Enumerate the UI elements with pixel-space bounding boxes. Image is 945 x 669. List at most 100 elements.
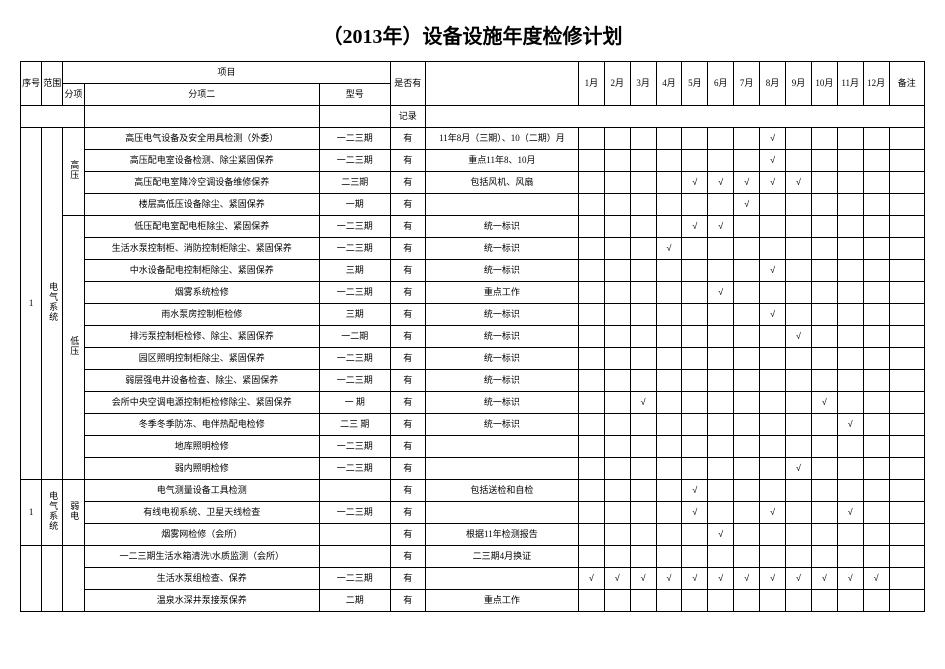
cell-month: [682, 546, 708, 568]
cell-month: [656, 216, 682, 238]
cell-remarks: 统一标识: [425, 326, 578, 348]
cell-month: [863, 326, 889, 348]
cell-month: [786, 414, 812, 436]
cell-month: [837, 150, 863, 172]
cell-sign: 有: [390, 568, 425, 590]
table-row: 排污泵控制柜检修、除尘、紧固保养一二期有统一标识√: [21, 326, 925, 348]
cell-month: [863, 172, 889, 194]
header-record: 记录: [390, 106, 425, 128]
cell-month: [656, 128, 682, 150]
cell-month: [863, 502, 889, 524]
cell-month: √: [578, 568, 604, 590]
cell-note: [889, 150, 924, 172]
cell-month: [656, 414, 682, 436]
table-row: 园区照明控制柜除尘、紧固保养一二三期有统一标识: [21, 348, 925, 370]
cell-month: [630, 480, 656, 502]
cell-month: [656, 282, 682, 304]
cell-item: 弱内照明检修: [84, 458, 319, 480]
cell-month: [734, 304, 760, 326]
cell-month: √: [682, 216, 708, 238]
cell-item: 高压电气设备及安全用具检测（外委）: [84, 128, 319, 150]
cell-item: 排污泵控制柜检修、除尘、紧固保养: [84, 326, 319, 348]
cell-month: [863, 216, 889, 238]
cell-month: [604, 282, 630, 304]
cell-month: [786, 282, 812, 304]
cell-model: 一二三期: [319, 150, 390, 172]
cell-month: [708, 546, 734, 568]
cell-remarks: 统一标识: [425, 260, 578, 282]
cell-month: √: [760, 260, 786, 282]
cell-month: [708, 590, 734, 612]
cell-note: [889, 172, 924, 194]
cell-month: [734, 392, 760, 414]
table-row: 有线电视系统、卫星天线检查一二三期有√√√: [21, 502, 925, 524]
header-m1: 1月: [578, 62, 604, 106]
cell-month: [682, 304, 708, 326]
cell-month: [630, 414, 656, 436]
cell-month: [786, 150, 812, 172]
cell-note: [889, 238, 924, 260]
cell-model: 二三 期: [319, 414, 390, 436]
cell-month: [863, 524, 889, 546]
cell-month: [863, 546, 889, 568]
cell-month: [578, 128, 604, 150]
cell-month: [837, 282, 863, 304]
cell-model: 一二三期: [319, 458, 390, 480]
cell-month: [604, 216, 630, 238]
cell-seq: [21, 546, 42, 612]
header-m9: 9月: [786, 62, 812, 106]
cell-model: 一二三期: [319, 348, 390, 370]
cell-month: [760, 194, 786, 216]
cell-sign: 有: [390, 392, 425, 414]
cell-month: [708, 436, 734, 458]
table-row: 1电气系统高压高压电气设备及安全用具检测（外委）一二三期有11年8月（三期）、1…: [21, 128, 925, 150]
cell-item: 楼层高低压设备除尘、紧固保养: [84, 194, 319, 216]
cell-sign: 有: [390, 128, 425, 150]
table-row: 生活水泵控制柜、消防控制柜除尘、紧固保养一二三期有统一标识√: [21, 238, 925, 260]
cell-month: [708, 326, 734, 348]
cell-sign: 有: [390, 216, 425, 238]
cell-model: 一二三期: [319, 216, 390, 238]
cell-note: [889, 194, 924, 216]
cell-sign: 有: [390, 458, 425, 480]
cell-month: √: [708, 216, 734, 238]
cell-month: [656, 172, 682, 194]
cell-month: [837, 128, 863, 150]
cell-seq: 1: [21, 128, 42, 480]
cell-month: [682, 524, 708, 546]
cell-item: 有线电视系统、卫星天线检查: [84, 502, 319, 524]
cell-month: [578, 414, 604, 436]
cell-month: [656, 458, 682, 480]
table-row: 弱层强电井设备检查、除尘、紧固保养一二三期有统一标识: [21, 370, 925, 392]
cell-month: [837, 348, 863, 370]
cell-note: [889, 568, 924, 590]
cell-month: [630, 458, 656, 480]
cell-month: [786, 370, 812, 392]
cell-month: [708, 348, 734, 370]
cell-note: [889, 392, 924, 414]
cell-month: √: [656, 568, 682, 590]
cell-month: [630, 172, 656, 194]
cell-month: [656, 370, 682, 392]
cell-month: √: [708, 524, 734, 546]
cell-month: √: [682, 172, 708, 194]
cell-note: [889, 326, 924, 348]
cell-item: 雨水泵房控制柜检修: [84, 304, 319, 326]
cell-month: [786, 524, 812, 546]
cell-month: √: [811, 392, 837, 414]
cell-remarks: 重点11年8、10月: [425, 150, 578, 172]
cell-month: [734, 370, 760, 392]
cell-sign: 有: [390, 172, 425, 194]
cell-item: 会所中央空调电源控制柜检修除尘、紧固保养: [84, 392, 319, 414]
cell-month: [734, 128, 760, 150]
header-m3: 3月: [630, 62, 656, 106]
cell-sign: 有: [390, 348, 425, 370]
cell-month: [630, 150, 656, 172]
header-m6: 6月: [708, 62, 734, 106]
cell-month: [656, 436, 682, 458]
cell-note: [889, 480, 924, 502]
cell-month: [837, 524, 863, 546]
cell-month: [630, 326, 656, 348]
cell-month: [630, 502, 656, 524]
cell-month: √: [630, 568, 656, 590]
